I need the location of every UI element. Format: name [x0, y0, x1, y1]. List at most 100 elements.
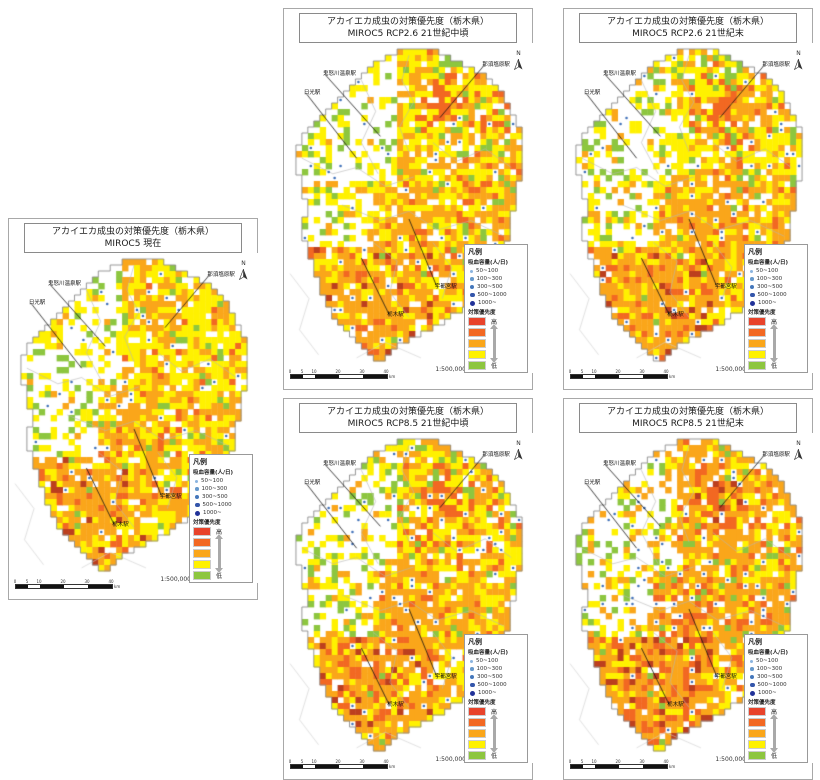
legend-capacity-row: 50~100 [468, 267, 524, 275]
scale-bar-unit: km [389, 764, 396, 769]
scale-bar-segments [570, 374, 668, 379]
north-label: N [241, 260, 246, 267]
scale-bar-segment [643, 765, 667, 768]
priority-high-label: 高 [771, 709, 778, 716]
priority-swatch [193, 571, 211, 580]
capacity-class-label: 300~500 [477, 284, 503, 290]
legend-capacity-row: 100~300 [468, 275, 524, 283]
priority-swatch [468, 317, 486, 326]
station-label: 日光駅 [303, 480, 321, 487]
scale-bar-segment [291, 375, 303, 378]
scale-tick-label: 20 [615, 369, 621, 374]
priority-swatch [193, 549, 211, 558]
capacity-dot-icon [470, 675, 474, 679]
station-label: 栃木駅 [667, 701, 684, 708]
priority-swatch [468, 350, 486, 359]
scale-tick-label: 10 [591, 369, 597, 374]
scale-tick-label: 30 [84, 579, 90, 584]
capacity-class-label: 50~100 [756, 658, 779, 664]
capacity-class-label: 100~300 [756, 666, 783, 672]
scale-bar-segment [40, 585, 64, 588]
panel-title-line1: アカイエカ成虫の対策優先度（栃木県） [52, 227, 214, 237]
capacity-class-label: 300~500 [477, 674, 503, 680]
capacity-dot-icon [195, 510, 200, 516]
legend-capacity-row: 500~1000 [748, 681, 804, 689]
panel-title: アカイエカ成虫の対策優先度（栃木県） MIROC5 現在 [23, 223, 243, 254]
capacity-class-label: 50~100 [476, 268, 499, 274]
map-panel-rcp26_mid: アカイエカ成虫の対策優先度（栃木県） MIROC5 RCP2.6 21世紀中頃 … [283, 8, 534, 390]
capacity-class-label: 100~300 [476, 666, 503, 672]
legend-capacity-row: 500~1000 [468, 291, 524, 299]
legend-capacity-row: 100~300 [468, 665, 524, 673]
legend-priority-scale: 高 低 [748, 707, 804, 760]
legend-priority-title: 対策優先度 [748, 700, 776, 706]
scale-bar-segment [88, 585, 112, 588]
priority-swatch [748, 328, 766, 337]
station-label: 栃木駅 [387, 311, 404, 318]
scale-bar-segment [64, 585, 88, 588]
priority-swatch [748, 361, 766, 370]
scale-bar-segment [595, 765, 619, 768]
scale-tick-label: 20 [335, 759, 341, 764]
priority-arrow-icon [770, 714, 778, 753]
priority-swatch [468, 740, 486, 749]
scale-tick-label: 40 [663, 759, 669, 764]
capacity-class-label: 1000~ [203, 510, 222, 516]
priority-swatches [748, 707, 766, 760]
scale-bar: 0 5 10 20 30 40 km [569, 759, 690, 769]
scale-ratio: 1:500,000 [435, 366, 466, 373]
legend-capacity-row: 100~300 [193, 485, 249, 493]
scale-bar-segment [583, 765, 595, 768]
scale-tick-label: 10 [311, 759, 317, 764]
scale-bar-segment [571, 765, 583, 768]
scale-tick-label: 20 [615, 759, 621, 764]
priority-swatch [468, 729, 486, 738]
capacity-class-label: 300~500 [757, 674, 783, 680]
capacity-class-label: 300~500 [757, 284, 783, 290]
panel-title-line1: アカイエカ成虫の対策優先度（栃木県） [607, 407, 769, 417]
scale-tick-label: 20 [335, 369, 341, 374]
legend-capacity-row: 1000~ [748, 689, 804, 697]
priority-swatch [748, 729, 766, 738]
north-label: N [796, 440, 801, 447]
priority-swatch [748, 718, 766, 727]
priority-swatch [748, 339, 766, 348]
station-label: 日光駅 [303, 90, 321, 97]
scale-tick-label: 5 [300, 369, 304, 374]
station-label: 那須塩原駅 [482, 62, 510, 69]
legend-capacity-title: 吸血容量(人/日) [468, 650, 509, 656]
north-arrow-icon [513, 58, 523, 71]
station-label: 宇都宮駅 [714, 283, 737, 290]
scale-bar-segment [16, 585, 28, 588]
priority-axis: 高 低 [770, 707, 778, 760]
legend-header: 凡例 [468, 638, 482, 646]
capacity-dot-icon [195, 487, 199, 491]
scale-bar-segment [619, 375, 643, 378]
station-label: 那須塩原駅 [207, 272, 235, 279]
legend-capacity-classes: 50~100 100~300 300~500 500~1000 1000~ [748, 657, 804, 697]
capacity-dot-icon [470, 269, 473, 273]
scale-tick-label: 5 [25, 579, 29, 584]
legend-capacity-row: 1000~ [468, 299, 524, 307]
legend-capacity-row: 50~100 [193, 477, 249, 485]
station-label: 栃木駅 [112, 521, 129, 528]
scale-bar-segment [303, 765, 315, 768]
scale-ratio: 1:500,000 [160, 576, 191, 583]
legend-priority-title: 対策優先度 [468, 700, 496, 706]
scale-tick-label: 5 [300, 759, 304, 764]
north-arrow-icon [513, 448, 523, 461]
scale-tick-label: 30 [359, 369, 365, 374]
capacity-dot-icon [750, 285, 754, 289]
scale-bar-unit: km [389, 374, 396, 379]
legend-capacity-row: 50~100 [748, 267, 804, 275]
scale-bar-segment [339, 765, 363, 768]
north-label: N [796, 50, 801, 57]
capacity-class-label: 100~300 [756, 276, 783, 282]
priority-axis: 高 低 [215, 527, 223, 580]
priority-swatch [468, 751, 486, 760]
priority-swatch [468, 707, 486, 716]
panel-title-line2: MIROC5 RCP2.6 21世紀中頃 [347, 29, 469, 40]
legend-header: 凡例 [193, 458, 207, 466]
capacity-class-label: 50~100 [201, 478, 224, 484]
priority-axis: 高 低 [490, 317, 498, 370]
